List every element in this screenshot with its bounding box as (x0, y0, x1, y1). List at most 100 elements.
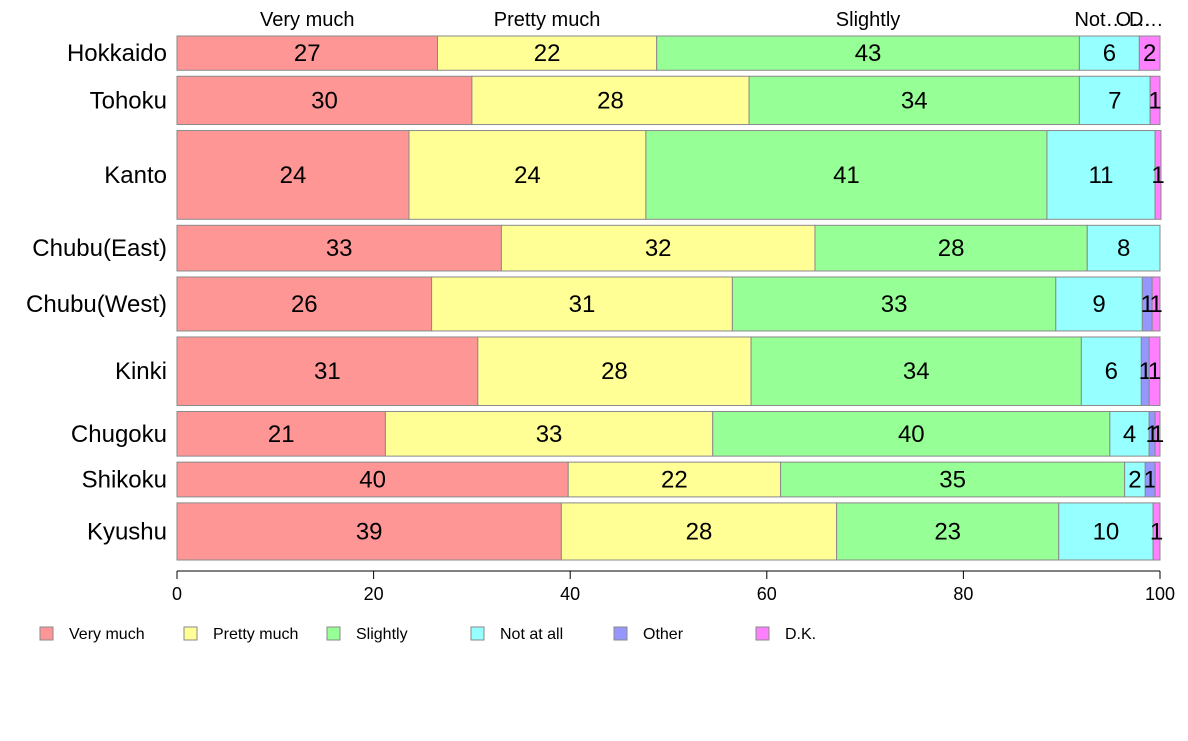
bar-tohoku-very-much (176, 75, 473, 126)
data-label-kyushu-pretty-much: 28 (686, 518, 713, 545)
data-label-chugoku-very-much: 21 (268, 421, 295, 448)
data-label-shikoku-other: 1 (1143, 467, 1156, 494)
bar-shikoku-pretty-much (567, 461, 782, 498)
data-label-shikoku-very-much: 40 (359, 467, 386, 494)
data-label-kinki-slightly: 34 (903, 358, 930, 385)
data-label-kinki-d-k: 1 (1148, 358, 1161, 385)
legend-label-other: Other (643, 626, 684, 643)
data-label-tohoku-slightly: 34 (901, 87, 928, 114)
data-label-chubu-east-very-much: 33 (326, 235, 353, 262)
top-series-label-5: O… (1116, 9, 1152, 31)
category-label-hokkaido: Hokkaido (67, 40, 167, 67)
x-tick-label-0: 0 (172, 584, 182, 604)
bar-hokkaido-pretty-much (436, 35, 658, 71)
data-label-hokkaido-slightly: 43 (855, 40, 882, 67)
top-series-label-6: D… (1129, 9, 1163, 31)
data-label-hokkaido-d-k: 2 (1143, 40, 1156, 67)
x-tick-label-80: 80 (953, 584, 973, 604)
legend-swatch-slightly (326, 626, 341, 641)
bar-chugoku-pretty-much (384, 410, 714, 457)
category-label-kanto: Kanto (104, 162, 167, 189)
top-series-label-1: Very much (260, 9, 354, 31)
bar-tohoku-pretty-much (471, 75, 750, 126)
data-label-kyushu-very-much: 39 (356, 518, 383, 545)
data-label-chugoku-not-at-all: 4 (1123, 421, 1136, 448)
bar-chubu-west-very-much (176, 276, 433, 332)
legend-swatch-pretty-much (183, 626, 198, 641)
data-label-tohoku-d-k: 1 (1148, 87, 1161, 114)
category-label-kyushu: Kyushu (87, 518, 167, 545)
data-label-hokkaido-very-much: 27 (294, 40, 321, 67)
bar-chubu-east-very-much (176, 224, 502, 272)
data-label-chubu-west-other: 1 (1141, 291, 1154, 318)
data-label-hokkaido-pretty-much: 22 (534, 40, 561, 67)
bar-tohoku-not-at-all (1078, 75, 1151, 126)
top-series-label-2: Pretty much (494, 9, 601, 31)
bar-kanto-very-much (176, 130, 410, 220)
bar-chubu-west-d-k (1151, 276, 1161, 332)
bar-chubu-west-not-at-all (1055, 276, 1143, 332)
data-label-kanto-d-k: 1 (1151, 162, 1164, 189)
bar-chubu-west-slightly (731, 276, 1057, 332)
category-label-shikoku: Shikoku (82, 467, 167, 494)
data-label-kyushu-d-k: 1 (1150, 518, 1163, 545)
data-label-kinki-very-much: 31 (314, 358, 341, 385)
bar-chugoku-d-k (1154, 410, 1161, 457)
data-label-chubu-east-not-at-all: 8 (1117, 235, 1130, 262)
data-label-chubu-west-very-much: 26 (291, 291, 318, 318)
legend-swatch-very-much (39, 626, 54, 641)
bar-chubu-east-slightly (814, 224, 1088, 272)
legend-label-pretty-much: Pretty much (213, 626, 298, 643)
data-label-chubu-west-not-at-all: 9 (1092, 291, 1105, 318)
legend-swatch-d-k (755, 626, 770, 641)
bar-kanto-not-at-all (1046, 130, 1156, 220)
data-label-kinki-other: 1 (1139, 358, 1152, 385)
category-label-tohoku: Tohoku (90, 87, 167, 114)
bar-shikoku-slightly (780, 461, 1126, 498)
bar-kanto-slightly (645, 130, 1048, 220)
data-label-chubu-east-slightly: 28 (938, 235, 965, 262)
x-tick-label-100: 100 (1145, 584, 1175, 604)
bar-kinki-not-at-all (1080, 336, 1142, 406)
data-label-tohoku-very-much: 30 (311, 87, 338, 114)
category-label-kinki: Kinki (115, 358, 167, 385)
data-label-shikoku-pretty-much: 22 (661, 467, 688, 494)
data-label-kanto-not-at-all: 11 (1089, 162, 1114, 189)
bar-tohoku-d-k (1149, 75, 1161, 126)
bar-chubu-east-not-at-all (1086, 224, 1161, 272)
data-label-chubu-east-pretty-much: 32 (645, 235, 672, 262)
data-label-shikoku-slightly: 35 (939, 467, 966, 494)
bar-kinki-d-k (1148, 336, 1161, 406)
data-label-tohoku-pretty-much: 28 (597, 87, 624, 114)
data-label-chubu-west-slightly: 33 (881, 291, 908, 318)
data-label-tohoku-not-at-all: 7 (1108, 87, 1121, 114)
bar-kanto-pretty-much (408, 130, 647, 220)
top-series-label-3: Slightly (836, 9, 900, 31)
data-label-kyushu-slightly: 23 (934, 518, 961, 545)
x-tick-label-60: 60 (757, 584, 777, 604)
bar-kyushu-very-much (176, 502, 562, 561)
legend-label-very-much: Very much (69, 626, 145, 643)
x-tick-label-40: 40 (560, 584, 580, 604)
data-label-chugoku-slightly: 40 (898, 421, 925, 448)
data-label-shikoku-not-at-all: 2 (1128, 467, 1141, 494)
bar-kyushu-not-at-all (1058, 502, 1154, 561)
bar-kinki-pretty-much (477, 336, 752, 406)
bar-tohoku-slightly (748, 75, 1080, 126)
legend-label-slightly: Slightly (356, 626, 408, 643)
category-label-chubu-east: Chubu(East) (32, 235, 167, 262)
legend-label-not-at-all: Not at all (500, 626, 563, 643)
bar-kanto-d-k (1154, 130, 1162, 220)
legend-label-d-k: D.K. (785, 626, 816, 643)
data-label-kinki-pretty-much: 28 (601, 358, 628, 385)
top-series-label-4: Not… (1074, 9, 1125, 31)
data-label-chugoku-d-k: 1 (1151, 421, 1164, 448)
bar-hokkaido-d-k (1138, 35, 1161, 71)
bar-hokkaido-slightly (656, 35, 1080, 71)
bar-hokkaido-very-much (176, 35, 438, 71)
data-label-kinki-not-at-all: 6 (1105, 358, 1118, 385)
data-label-hokkaido-not-at-all: 6 (1103, 40, 1116, 67)
category-label-chugoku: Chugoku (71, 421, 167, 448)
bar-shikoku-d-k (1154, 461, 1161, 498)
